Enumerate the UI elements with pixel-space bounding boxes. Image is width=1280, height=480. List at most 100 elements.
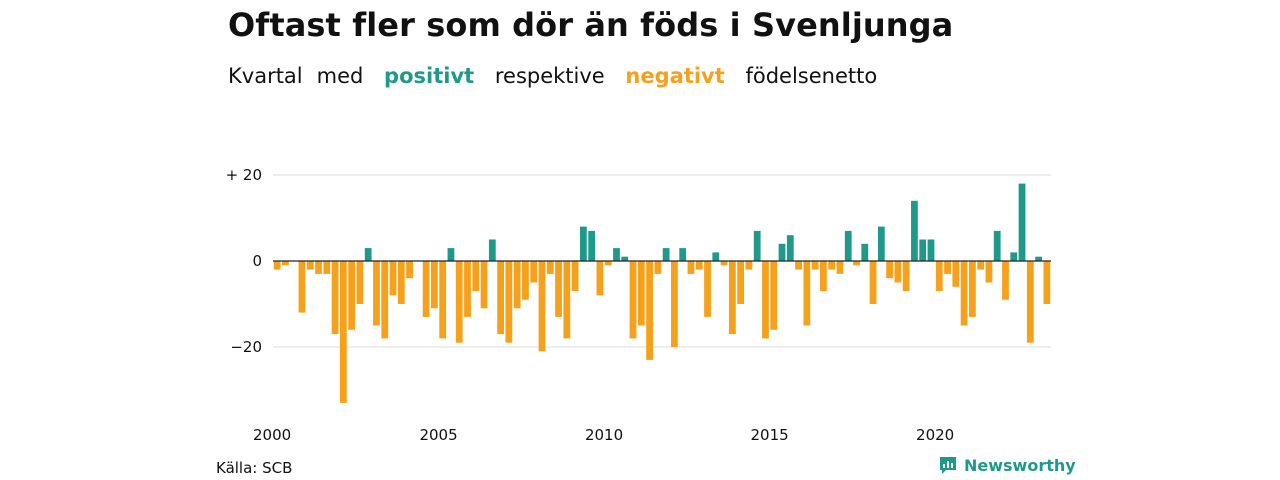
- bar: [422, 261, 430, 317]
- brand-name: Newsworthy: [964, 455, 1076, 475]
- bar: [662, 248, 670, 261]
- chart-subtitle: Kvartal med positivt respektive negativt …: [228, 64, 891, 88]
- bar: [579, 226, 587, 261]
- bar: [596, 261, 604, 296]
- bar: [571, 261, 579, 292]
- bar: [546, 261, 554, 274]
- subtitle-word: med: [316, 64, 364, 88]
- y-tick-label: + 20: [226, 166, 262, 184]
- bar: [886, 261, 893, 279]
- bar: [1026, 261, 1034, 343]
- bar: [869, 261, 877, 304]
- bar: [836, 261, 844, 274]
- bar: [762, 261, 769, 339]
- bar: [1002, 261, 1009, 300]
- bar: [811, 261, 819, 270]
- bar: [960, 261, 968, 326]
- bar: [629, 261, 637, 339]
- bar: [522, 261, 529, 300]
- bar: [406, 261, 413, 279]
- x-axis-ticks: 2000 2005 2010 2015 2020: [253, 426, 954, 444]
- bar: [637, 261, 645, 326]
- bars: [273, 183, 1051, 403]
- x-tick-label: 2000: [253, 426, 291, 444]
- bar: [861, 243, 869, 261]
- bar: [447, 248, 455, 261]
- bar: [356, 261, 364, 304]
- bar: [844, 230, 852, 261]
- bar: [397, 261, 405, 304]
- bar: [306, 261, 314, 270]
- gridlines: [273, 174, 1051, 348]
- bar: [803, 261, 811, 326]
- bar: [381, 261, 389, 339]
- bar: [977, 261, 985, 270]
- bar: [497, 261, 504, 335]
- bar: [927, 239, 935, 261]
- bar: [944, 261, 951, 274]
- bar: [877, 226, 885, 261]
- bar: [431, 261, 438, 309]
- bar: [282, 261, 289, 266]
- bar: [315, 261, 322, 274]
- bar: [687, 261, 695, 274]
- bar: [439, 261, 447, 339]
- bar: [364, 248, 372, 261]
- bar: [323, 261, 331, 274]
- bar: [778, 243, 786, 261]
- bar: [952, 261, 960, 287]
- bar: [786, 235, 794, 261]
- x-tick-label: 2010: [585, 426, 623, 444]
- bar: [1010, 252, 1018, 261]
- x-tick-label: 2020: [916, 426, 954, 444]
- bar: [720, 261, 728, 266]
- bar: [646, 261, 653, 360]
- bar: [488, 239, 496, 261]
- bar: [621, 256, 629, 261]
- bar: [795, 261, 802, 270]
- legend-positive-label: positivt: [384, 64, 475, 88]
- bar: [902, 261, 910, 292]
- bar: [563, 261, 571, 339]
- source-note: Källa: SCB: [216, 459, 293, 477]
- legend-negative-label: negativt: [625, 64, 725, 88]
- bar: [993, 230, 1001, 261]
- x-tick-label: 2015: [751, 426, 789, 444]
- bar: [679, 248, 687, 261]
- bar: [919, 239, 927, 261]
- bar: [704, 261, 711, 317]
- subtitle-word: Kvartal: [228, 64, 303, 88]
- bar: [530, 261, 538, 283]
- newsworthy-logo-icon: [940, 457, 956, 474]
- subtitle-word: respektive: [494, 64, 605, 88]
- bar: [968, 261, 976, 317]
- bar: [712, 252, 720, 261]
- bar: [505, 261, 513, 343]
- bar: [604, 261, 612, 266]
- bar: [911, 200, 918, 261]
- bar: [1035, 256, 1042, 261]
- bar: [538, 261, 546, 352]
- bar: [654, 261, 662, 274]
- bar: [695, 261, 703, 270]
- y-axis-ticks: + 20 0 −20: [226, 166, 262, 356]
- bar: [588, 230, 596, 261]
- bar: [339, 261, 347, 403]
- brand-logo[interactable]: Newsworthy: [938, 455, 1076, 475]
- bar: [331, 261, 339, 335]
- subtitle-word: födelsenetto: [745, 64, 878, 88]
- bar: [894, 261, 902, 283]
- bar: [935, 261, 943, 292]
- chart-title: Oftast fler som dör än föds i Svenljunga: [228, 6, 954, 44]
- bar: [1018, 183, 1026, 261]
- bar: [728, 261, 736, 335]
- bar: [753, 230, 761, 261]
- bar: [555, 261, 562, 317]
- bar: [348, 261, 356, 330]
- bar: [472, 261, 480, 292]
- bar: [389, 261, 397, 296]
- x-tick-label: 2005: [419, 426, 457, 444]
- bar: [985, 261, 993, 283]
- bar: [373, 261, 380, 326]
